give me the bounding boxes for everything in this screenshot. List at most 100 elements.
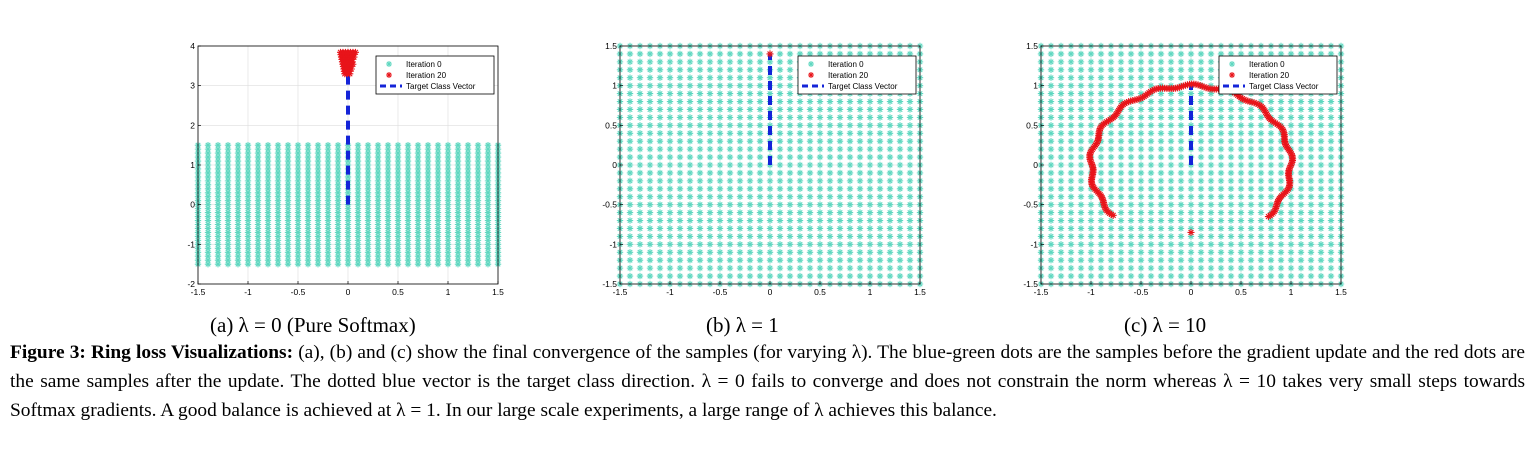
point-iteration-0 [776,185,784,192]
point-iteration-0 [264,237,272,244]
legend-marker-iteration-0 [386,61,392,67]
point-iteration-0 [324,217,332,224]
point-iteration-0 [384,153,392,161]
point-iteration-0 [1327,50,1335,58]
point-iteration-0 [454,185,462,192]
point-iteration-0 [434,185,442,192]
point-iteration-0 [264,245,272,252]
point-iteration-0 [846,130,854,137]
point-iteration-0 [656,169,664,177]
point-iteration-0 [816,50,824,58]
point-iteration-0 [626,264,634,272]
caption-label: Figure 3: [10,342,86,363]
point-iteration-0 [896,225,904,232]
point-iteration-0 [786,233,794,240]
point-iteration-0 [1137,177,1145,185]
point-iteration-0 [1097,90,1105,97]
point-iteration-0 [414,213,422,220]
point-iteration-0 [1207,217,1215,224]
point-iteration-0 [1307,145,1315,153]
point-iteration-0 [1297,122,1305,129]
point-iteration-0 [284,257,292,264]
point-iteration-0 [434,165,442,173]
point-iteration-0 [224,257,232,264]
point-iteration-0 [686,58,694,66]
point-iteration-0 [444,241,452,248]
point-iteration-0 [746,201,754,208]
point-iteration-0 [1167,233,1175,240]
point-iteration-0 [696,145,704,153]
point-iteration-0 [324,229,332,236]
point-iteration-0 [696,50,704,58]
point-iteration-0 [1297,241,1305,248]
point-iteration-0 [394,197,402,204]
point-iteration-0 [334,161,342,169]
x-tick-label: -0.5 [1134,287,1149,297]
point-iteration-0 [1157,169,1165,177]
point-iteration-0 [826,193,834,200]
point-iteration-0 [244,189,252,196]
point-iteration-0 [444,257,452,264]
point-iteration-0 [1127,169,1135,177]
point-iteration-0 [666,82,674,89]
point-iteration-0 [846,264,854,272]
x-tick-label: -1.5 [1034,287,1049,297]
point-iteration-0 [364,201,372,208]
point-iteration-0 [696,58,704,66]
point-iteration-0 [896,145,904,153]
x-tick-label: 1.5 [492,287,504,297]
point-iteration-0 [1127,217,1135,224]
point-iteration-0 [1327,241,1335,248]
point-iteration-0 [736,193,744,200]
point-iteration-0 [906,177,914,185]
point-iteration-0 [1227,169,1235,177]
point-iteration-0 [1197,161,1205,169]
point-iteration-0 [856,225,864,232]
point-iteration-0 [906,209,914,216]
point-iteration-0 [244,169,252,177]
point-iteration-0 [384,141,392,149]
point-iteration-0 [876,225,884,232]
point-iteration-0 [454,237,462,244]
point-iteration-0 [666,122,674,129]
point-iteration-0 [404,181,412,189]
point-iteration-0 [716,122,724,129]
point-iteration-0 [1047,161,1055,169]
point-iteration-0 [1127,130,1135,137]
point-iteration-0 [746,161,754,169]
point-iteration-0 [454,229,462,236]
point-iteration-0 [826,145,834,153]
point-iteration-0 [1137,122,1145,129]
point-iteration-0 [374,157,382,165]
point-iteration-0 [1177,98,1185,105]
point-iteration-0 [1257,241,1265,248]
point-iteration-0 [736,90,744,97]
point-iteration-0 [204,177,212,185]
point-iteration-0 [666,185,674,192]
legend-label: Iteration 20 [406,71,447,80]
point-iteration-0 [726,122,734,129]
point-iteration-0 [786,66,794,73]
point-iteration-0 [424,145,432,153]
point-iteration-0 [284,225,292,232]
point-iteration-0 [294,209,302,216]
point-iteration-0 [766,233,774,240]
point-iteration-0 [716,193,724,200]
series-iteration-0 [194,141,502,268]
point-iteration-0 [1197,185,1205,192]
point-iteration-0 [474,260,482,268]
point-iteration-0 [464,149,472,157]
point-iteration-0 [896,50,904,58]
point-iteration-0 [646,145,654,153]
point-iteration-0 [756,50,764,58]
point-iteration-0 [384,201,392,208]
point-iteration-0 [474,149,482,157]
point-iteration-0 [666,153,674,161]
point-iteration-0 [826,201,834,208]
point-iteration-0 [254,221,262,228]
point-iteration-0 [646,257,654,264]
point-iteration-0 [736,122,744,129]
point-iteration-0 [474,177,482,185]
point-iteration-0 [1237,264,1245,272]
point-iteration-0 [484,197,492,204]
